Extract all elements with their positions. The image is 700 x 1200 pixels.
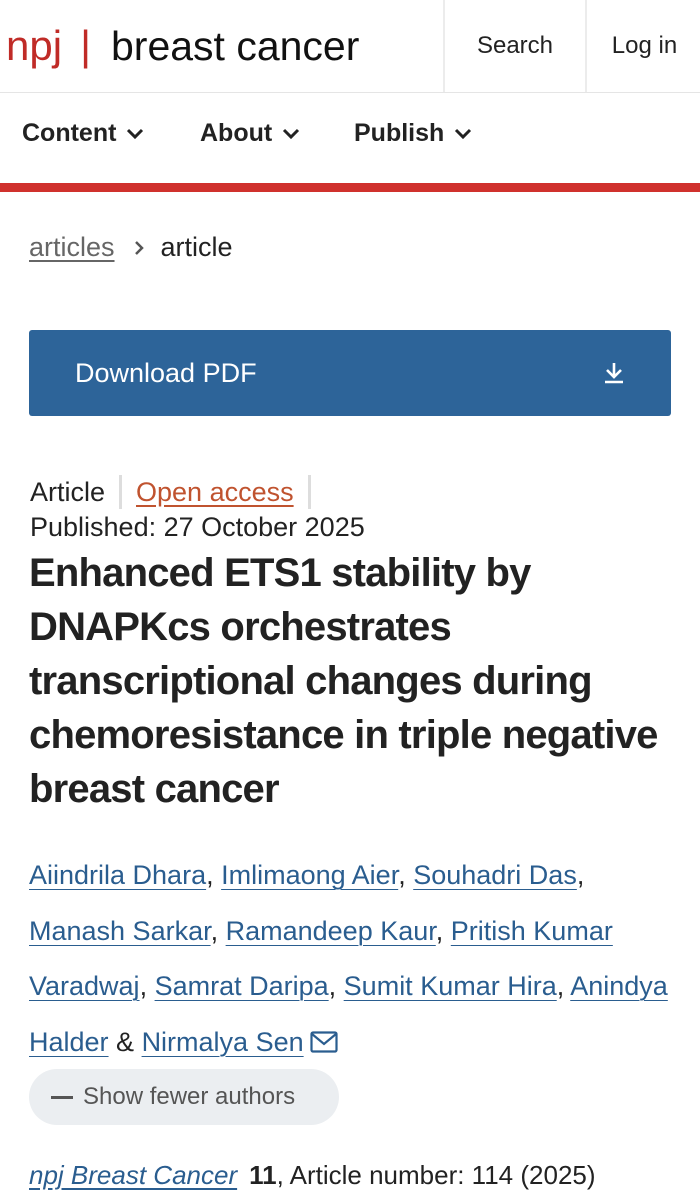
- site-header: npj | breast cancer Search Log in: [0, 0, 700, 93]
- nav-publish[interactable]: Publish: [354, 119, 472, 148]
- breadcrumb-articles-link[interactable]: articles: [29, 232, 115, 262]
- author-separator: ,: [210, 915, 226, 946]
- download-pdf-label: Download PDF: [75, 357, 257, 388]
- journal-link[interactable]: npj Breast Cancer: [29, 1160, 238, 1190]
- show-fewer-label: Show fewer authors: [83, 1083, 296, 1110]
- author-separator: ,: [206, 860, 222, 890]
- nav-about[interactable]: About: [200, 119, 300, 148]
- author-link[interactable]: Souhadri Das: [413, 860, 577, 890]
- nav-about-label: About: [200, 119, 273, 147]
- author-link[interactable]: Ramandeep Kaur: [225, 915, 436, 946]
- meta-divider: [307, 475, 311, 509]
- article-title: Enhanced ETS1 stability by DNAPKcs orche…: [29, 551, 658, 811]
- author-link[interactable]: Nirmalya Sen: [141, 1026, 304, 1057]
- author-link[interactable]: Imlimaong Aier: [221, 860, 399, 890]
- download-icon: [605, 363, 623, 384]
- header-divider: [0, 183, 700, 192]
- minus-icon: [51, 1095, 73, 1099]
- breadcrumb: articles article: [29, 232, 233, 263]
- login-button[interactable]: Log in: [585, 0, 700, 92]
- author-link[interactable]: Samrat Daripa: [154, 971, 329, 1001]
- published-date: Published: 27 October 2025: [30, 512, 365, 542]
- brand-separator: |: [80, 22, 91, 69]
- author-link[interactable]: Manash Sarkar: [29, 915, 211, 946]
- author-link[interactable]: Anindya Halder: [29, 971, 668, 1057]
- author-link[interactable]: Sumit Kumar Hira: [343, 971, 557, 1001]
- author-separator: ,: [398, 860, 414, 890]
- download-pdf-button[interactable]: Download PDF: [29, 330, 671, 416]
- meta-divider: [119, 475, 123, 509]
- journal-logo[interactable]: npj | breast cancer: [6, 18, 359, 74]
- search-button[interactable]: Search: [443, 0, 585, 92]
- chevron-right-icon: [133, 239, 145, 257]
- author-list: Aiindrila Dhara, Imlimaong Aier, Souhadr…: [29, 848, 679, 1072]
- breadcrumb-current: article: [160, 232, 233, 262]
- author-separator: ,: [576, 860, 585, 890]
- citation: npj Breast Cancer 11, Article number: 114…: [29, 1160, 596, 1191]
- author-link[interactable]: Pritish Kumar Varadwaj: [29, 915, 613, 1002]
- author-separator: ,: [556, 971, 571, 1001]
- mail-icon[interactable]: [310, 1017, 338, 1073]
- show-fewer-authors-button[interactable]: Show fewer authors: [29, 1069, 339, 1125]
- author-separator: ,: [139, 971, 155, 1001]
- nav-content-label: Content: [22, 119, 117, 147]
- chevron-down-icon: [455, 128, 472, 139]
- brand-name: breast cancer: [110, 22, 360, 69]
- author-separator: ,: [435, 915, 451, 946]
- author-separator: &: [108, 1026, 142, 1057]
- chevron-down-icon: [127, 128, 144, 139]
- author-link[interactable]: Aiindrila Dhara: [29, 860, 207, 890]
- author-separator: ,: [328, 971, 344, 1001]
- nav-publish-label: Publish: [354, 119, 445, 147]
- open-access-link[interactable]: Open access: [136, 476, 294, 507]
- nav-content[interactable]: Content: [22, 119, 144, 148]
- main-nav: Content About Publish: [0, 93, 700, 183]
- article-meta: Article Open access: [30, 475, 325, 509]
- article-number-text: , Article number: 114 (2025): [276, 1160, 596, 1190]
- brand-prefix: npj: [6, 22, 63, 69]
- chevron-down-icon: [283, 128, 300, 139]
- volume-number: 11: [249, 1160, 277, 1190]
- article-type: Article: [30, 476, 106, 507]
